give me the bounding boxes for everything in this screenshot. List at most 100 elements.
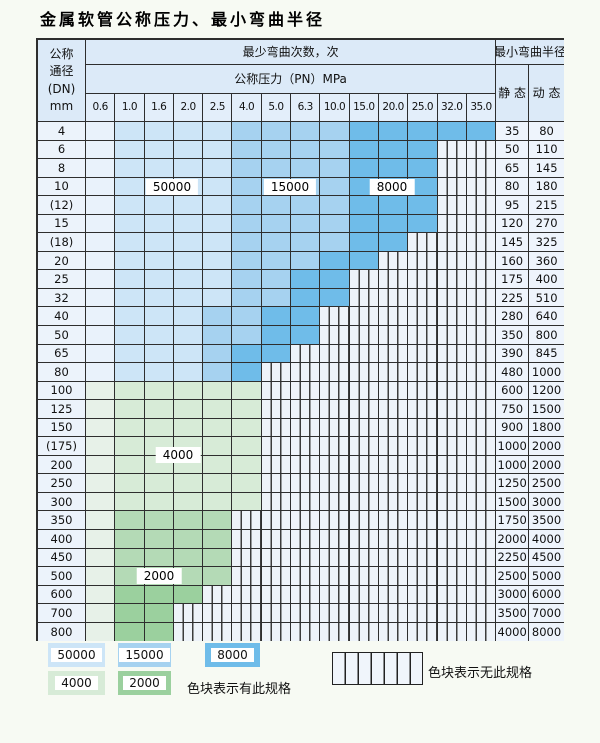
cell-25-5.0 [261,270,292,289]
row-static-(18): 145 [496,233,530,252]
page-title: 金属软管公称压力、最小弯曲半径 [40,10,326,29]
cell-6-0.6 [86,140,116,160]
cell-(175)-4.0 [232,437,262,456]
cell-500-4.0-nospec [232,567,262,586]
cell-100-1.0 [115,381,145,401]
cell-450-32.0-nospec [437,548,467,568]
row-dn-65: 65 [38,344,86,364]
cell-15-6.3 [291,214,321,234]
cell-6-10.0 [320,140,350,160]
cell-300-4.0 [232,492,262,512]
row-dn-100: 100 [38,381,86,401]
cell-250-0.6 [86,474,116,493]
cell-50-35.0-nospec [466,326,497,345]
cell-350-0.6 [86,511,116,531]
row-dynamic-(12): 215 [529,196,564,215]
cell-(18)-1.0 [115,233,145,252]
row-dynamic-50: 800 [529,326,564,345]
cell-125-0.6 [86,400,116,419]
cell-8-6.3 [291,159,321,178]
cell-(175)-5.0-nospec [261,437,292,456]
row-dn-(12): (12) [38,196,86,215]
cell-8-2.5 [203,159,233,178]
cell-600-0.6 [86,585,116,605]
cell-150-35.0-nospec [466,418,497,438]
cell-65-35.0-nospec [466,344,497,364]
cell-8-2.0 [173,159,204,178]
cell-600-15.0-nospec [349,585,379,605]
cell-8-1.0 [115,159,145,178]
cell-200-5.0-nospec [261,455,292,475]
row-dn-600: 600 [38,585,86,605]
cell-25-0.6 [86,270,116,289]
cell-400-1.6 [144,530,174,549]
cell-6-15.0 [349,140,379,160]
cell-200-1.0 [115,455,145,475]
cell-20-6.3 [291,251,321,271]
cell-32-1.0 [115,288,145,308]
row-dynamic-(175): 2000 [529,437,564,456]
cell-200-25.0-nospec [408,455,438,475]
cell-8-15.0 [349,159,379,178]
cell-20-25.0-nospec [408,251,438,271]
cell-200-2.5 [203,455,233,475]
row-static-600: 3000 [496,585,530,605]
cell-(18)-1.6 [144,233,174,252]
cell-350-1.0 [115,511,145,531]
row-dn-8: 8 [38,159,86,178]
row-dn-450: 450 [38,548,86,568]
cell-(12)-5.0 [261,196,292,215]
cell-20-2.5 [203,251,233,271]
legend-striped-sample [332,652,423,685]
cell-4-32.0 [437,122,467,141]
header-pressure-35.0: 35.0 [466,94,497,122]
cell-32-2.0 [173,288,204,308]
cell-(12)-35.0-nospec [466,196,497,215]
cell-80-35.0-nospec [466,363,497,382]
cell-10-2.5 [203,177,233,197]
cell-250-10.0-nospec [320,474,350,493]
cell-150-2.0 [173,418,204,438]
header-pressure-2.5: 2.5 [203,94,233,122]
cell-800-10.0-nospec [320,622,350,642]
legend-label-50000: 50000 [51,648,102,662]
cell-(18)-2.5 [203,233,233,252]
cell-400-1.0 [115,530,145,549]
cell-100-0.6 [86,381,116,401]
cell-250-2.5 [203,474,233,493]
cell-65-4.0 [232,344,262,364]
row-static-700: 3500 [496,604,530,623]
cell-20-1.0 [115,251,145,271]
cell-40-1.6 [144,307,174,327]
cell-350-6.3-nospec [291,511,321,531]
cell-600-20.0-nospec [378,585,409,605]
row-static-65: 390 [496,344,530,364]
cell-700-20.0-nospec [378,604,409,623]
cell-500-5.0-nospec [261,567,292,586]
cell-80-0.6 [86,363,116,382]
cell-20-2.0 [173,251,204,271]
cell-100-35.0-nospec [466,381,497,401]
cell-15-2.5 [203,214,233,234]
cell-(12)-15.0 [349,196,379,215]
row-static-200: 1000 [496,455,530,475]
cell-25-15.0-nospec [349,270,379,289]
cell-6-4.0 [232,140,262,160]
row-dynamic-(18): 325 [529,233,564,252]
row-static-4: 35 [496,122,530,141]
cell-8-10.0 [320,159,350,178]
cell-400-15.0-nospec [349,530,379,549]
row-static-32: 225 [496,288,530,308]
cell-200-4.0 [232,455,262,475]
header-pressure-1.6: 1.6 [144,94,174,122]
cell-(18)-2.0 [173,233,204,252]
cell-125-5.0-nospec [261,400,292,419]
row-dn-250: 250 [38,474,86,493]
cell-(12)-2.0 [173,196,204,215]
cell-125-25.0-nospec [408,400,438,419]
cell-15-4.0 [232,214,262,234]
cell-200-10.0-nospec [320,455,350,475]
cell-(18)-25.0-nospec [408,233,438,252]
cell-125-6.3-nospec [291,400,321,419]
cell-800-1.6 [144,622,174,642]
